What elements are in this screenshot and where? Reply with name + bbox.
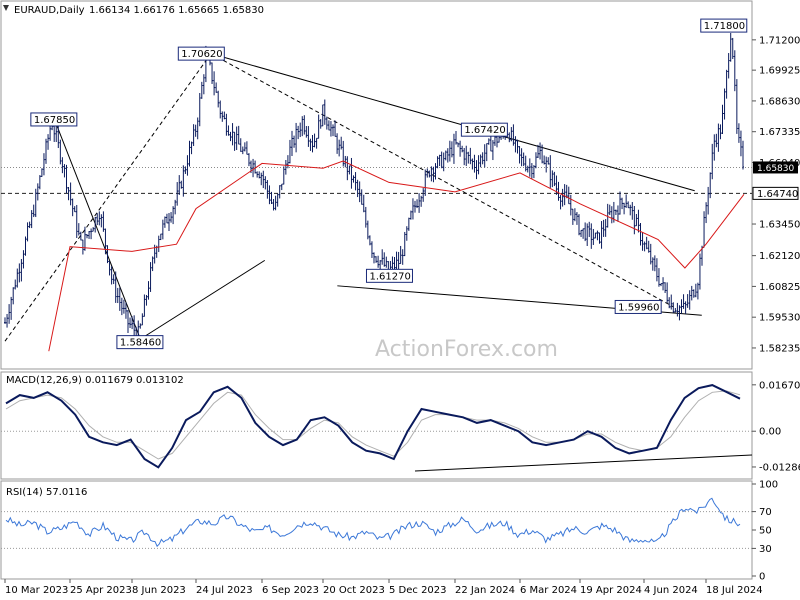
macd-title: MACD(12,26,9) 0.011679 0.013102 xyxy=(6,375,184,386)
falling-trendline xyxy=(53,119,143,343)
price-tick-label: 1.71200 xyxy=(759,35,800,46)
time-tick-label: 8 Jun 2023 xyxy=(132,585,186,596)
price-tick-label: 1.67335 xyxy=(759,127,800,138)
macd-axis: 0.016704 0.00 -0.012869 xyxy=(752,380,800,473)
macd-tick-label: 0.00 xyxy=(759,427,781,438)
swing-label: 1.70620 xyxy=(181,49,222,60)
rsi-tick-label: 100 xyxy=(759,480,778,491)
current-price-tag-label: 1.65830 xyxy=(757,164,794,174)
rsi-tick-label: 70 xyxy=(759,507,772,518)
rsi-tick-label: 0 xyxy=(759,572,765,583)
level-price-tag-label: 1.64740 xyxy=(757,189,798,200)
time-tick-label: 5 Dec 2023 xyxy=(389,585,447,596)
time-tick-label: 18 Jul 2024 xyxy=(706,585,763,596)
current-price-tag xyxy=(753,161,798,174)
price-tick-label: 1.58235 xyxy=(759,343,800,354)
swing-label-box xyxy=(700,18,748,33)
swing-label: 1.71800 xyxy=(704,21,745,32)
level-price-tag xyxy=(752,186,799,200)
price-axis: 1.712001.699251.686301.673351.660401.634… xyxy=(752,35,800,354)
macd-panel: 0.016704 0.00 -0.012869 MACD(12,26,9) 0.01… xyxy=(0,371,800,480)
falling-dashed-trendline xyxy=(210,53,674,308)
price-tick-label: 1.62120 xyxy=(759,251,800,262)
chart-symbol: EURAUD,Daily xyxy=(14,5,85,16)
time-tick-label: 22 Jan 2024 xyxy=(455,585,515,596)
macd-tick-label: 0.016704 xyxy=(759,380,800,391)
rising-dashed-trendline xyxy=(4,53,212,342)
macd-panel-frame xyxy=(0,371,753,480)
price-tick-label: 1.60825 xyxy=(759,282,800,293)
chart-ohlc: 1.66134 1.66176 1.65665 1.65830 xyxy=(89,5,264,16)
swing-label: 1.67420 xyxy=(464,125,505,136)
trendlines xyxy=(4,53,702,344)
macd-signal-line xyxy=(5,390,741,460)
price-tick-label: 1.59530 xyxy=(759,313,800,324)
swing-label: 1.67850 xyxy=(34,115,75,126)
expand-marker-icon xyxy=(3,5,9,11)
rsi-title: RSI(14) 57.0116 xyxy=(6,487,87,498)
swing-label-box xyxy=(460,122,508,137)
watermark: ActionForex.com xyxy=(375,337,558,362)
rsi-tick-label: 50 xyxy=(759,526,772,537)
time-tick-label: 24 Jul 2023 xyxy=(196,585,253,596)
swing-label: 1.61270 xyxy=(369,271,410,282)
swing-label-box xyxy=(30,112,78,127)
price-tick-label: 1.63450 xyxy=(759,220,800,231)
time-tick-label: 6 Sep 2023 xyxy=(262,585,319,596)
macd-tick-label: -0.012869 xyxy=(759,462,800,473)
main-panel-frame xyxy=(0,0,753,370)
swing-label-box xyxy=(614,299,662,314)
swing-label-box xyxy=(177,46,225,61)
time-tick-label: 4 Jun 2024 xyxy=(644,585,698,596)
swing-label: 1.59960 xyxy=(618,302,659,313)
rsi-tick-label: 30 xyxy=(759,544,772,555)
rsi-panel: 100 70 50 30 0 RSI(14) 57.0116 xyxy=(0,480,778,583)
time-tick-label: 25 Apr 2023 xyxy=(70,585,132,596)
price-tick-label: 1.69925 xyxy=(759,66,800,77)
macd-line xyxy=(5,384,741,469)
upper-channel-line xyxy=(210,53,695,192)
swing-label-box xyxy=(116,335,164,350)
time-tick-label: 19 Apr 2024 xyxy=(580,585,642,596)
time-tick-label: 10 Mar 2023 xyxy=(5,585,68,596)
time-tick-label: 6 Mar 2024 xyxy=(520,585,577,596)
time-axis: 10 Mar 2023 25 Apr 2023 8 Jun 2023 24 Jul 2… xyxy=(4,579,763,596)
rsi-line xyxy=(5,497,741,548)
macd-divergence-line xyxy=(414,454,753,472)
time-tick-label: 20 Oct 2023 xyxy=(323,585,385,596)
swing-label: 1.58460 xyxy=(120,338,161,349)
rising-support-line xyxy=(134,259,266,344)
price-tick-label: 1.68630 xyxy=(759,96,800,107)
swing-label-box xyxy=(365,268,413,283)
main-panel: ActionForex.com 1.67850 1.70620 1.58460 1.6… xyxy=(0,0,800,370)
rsi-axis: 100 70 50 30 0 xyxy=(752,480,778,583)
moving-average-line xyxy=(48,160,745,352)
